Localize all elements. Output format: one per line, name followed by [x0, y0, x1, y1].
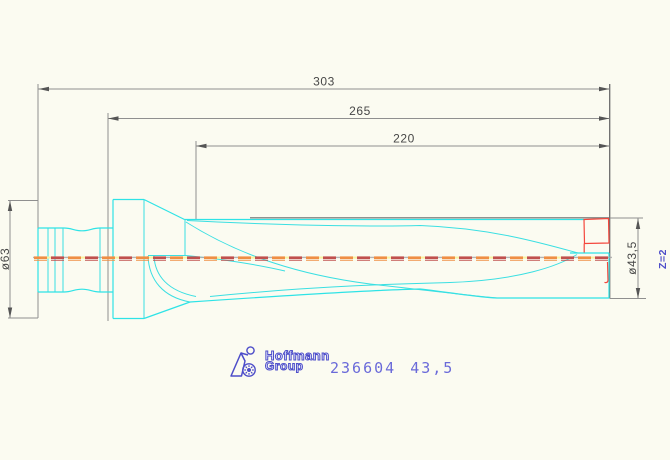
flute-count-label: Z=2 [657, 249, 669, 269]
dimension-220: 220 [196, 132, 610, 149]
dimension-drill-diameter: ø43,5 [625, 218, 641, 299]
extension-lines [8, 84, 646, 321]
part-number: 236604 [330, 359, 397, 377]
dimension-303: 303 [38, 75, 610, 92]
footer-branding: Hoffmann Group [228, 344, 330, 384]
brand-line-1: Hoffmann [265, 348, 330, 363]
hoffmann-logo-icon [230, 346, 256, 377]
dimension-shank-diameter: ø63 [0, 200, 13, 318]
center-line [33, 256, 612, 261]
cutting-inserts [583, 217, 610, 284]
brand-wordmark: Hoffmann Group [265, 348, 330, 373]
part-info: 236604 43,5 [330, 359, 454, 377]
nominal-size: 43,5 [410, 359, 455, 377]
drill-diameter-label: ø43,5 [625, 241, 639, 275]
tool-body [147, 217, 610, 303]
overall-length-label: 303 [313, 75, 335, 89]
dimension-265: 265 [108, 104, 610, 121]
brand-line-2: Group [265, 359, 304, 373]
flute-length-label: 220 [393, 132, 415, 146]
shank-diameter-label: ø63 [0, 248, 12, 270]
intermediate-length-label: 265 [349, 104, 371, 118]
